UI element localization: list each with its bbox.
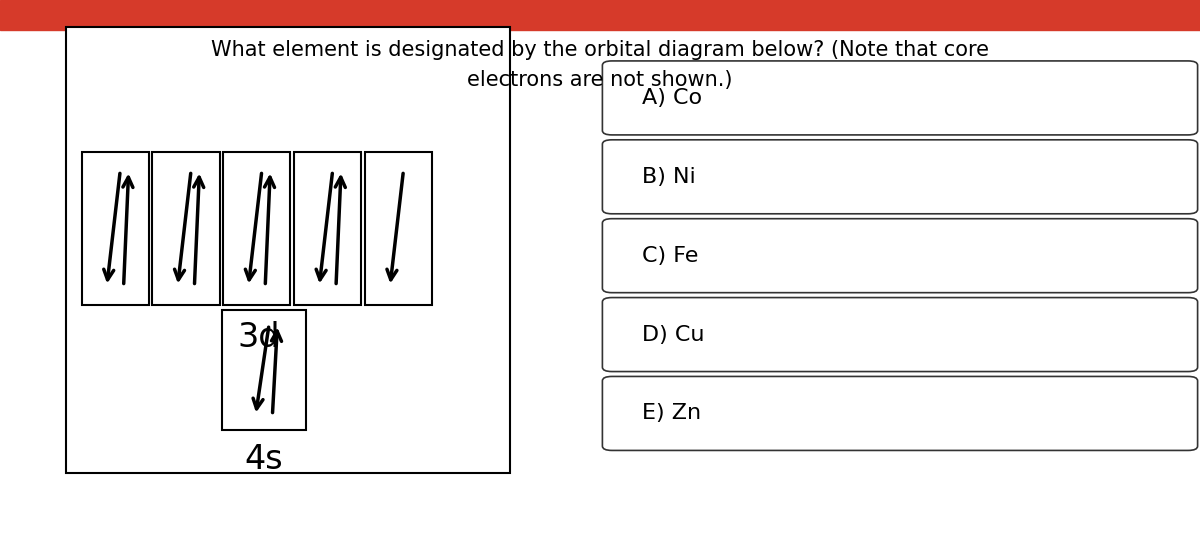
Bar <box>294 152 361 305</box>
Text: A) Co: A) Co <box>642 88 702 108</box>
Bar <box>66 27 510 473</box>
FancyBboxPatch shape <box>602 219 1198 293</box>
FancyBboxPatch shape <box>602 140 1198 214</box>
Text: What element is designated by the orbital diagram below? (Note that core
electro: What element is designated by the orbita… <box>211 40 989 90</box>
FancyBboxPatch shape <box>602 61 1198 135</box>
Bar <box>0 0 1200 30</box>
FancyBboxPatch shape <box>602 298 1198 372</box>
Bar <box>82 152 149 305</box>
Text: 3d: 3d <box>238 321 280 354</box>
Text: 4s: 4s <box>245 443 283 476</box>
Text: D) Cu: D) Cu <box>642 325 704 344</box>
Bar <box>222 310 306 430</box>
Bar <box>152 152 220 305</box>
Text: E) Zn: E) Zn <box>642 404 701 423</box>
Bar <box>365 152 432 305</box>
FancyBboxPatch shape <box>602 376 1198 450</box>
Text: B) Ni: B) Ni <box>642 167 696 187</box>
Text: C) Fe: C) Fe <box>642 246 698 265</box>
Bar <box>223 152 290 305</box>
